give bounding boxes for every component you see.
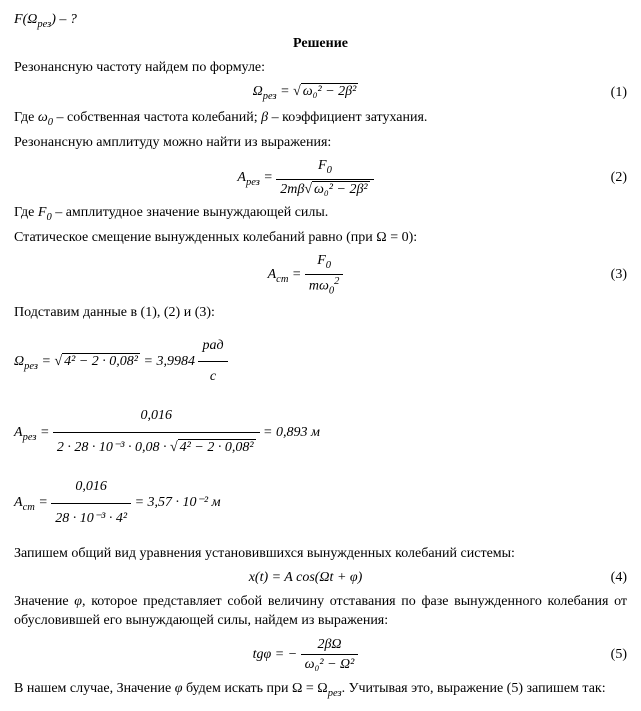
eq5-den: ω₀² − Ω² xyxy=(301,655,359,675)
f0-var: F0 xyxy=(38,205,52,220)
para9-mid: будем искать при Ω = Ω xyxy=(182,681,327,696)
calc1-unit-num: рад xyxy=(198,331,227,363)
phi-var: φ xyxy=(74,594,82,609)
calculations: Ωрез = 4² − 2 · 0,08² = 3,9984 рад с Aре… xyxy=(14,331,627,535)
para9-sub: рез xyxy=(328,688,342,699)
calc-a-res: Aрез = 0,016 2 · 28 · 10⁻³ · 0,08 · 4² −… xyxy=(14,401,627,464)
equation-2-body: Aрез = F0 2mβω₀² − 2β² xyxy=(14,156,597,199)
eq2-num: F0 xyxy=(276,156,373,179)
eq4-body-text: x(t) = A cos(Ωt + φ) xyxy=(249,570,363,585)
equation-2-label: (2) xyxy=(597,168,627,188)
para-our-case: В нашем случае, Значение φ будем искать … xyxy=(14,679,627,701)
calc2-den-pre: 2 · 28 · 10⁻³ · 0,08 · xyxy=(57,440,170,455)
para-static-intro: Статическое смещение вынужденных колебан… xyxy=(14,228,627,248)
calc2-unit: м xyxy=(311,425,320,440)
para-resonance-amp-intro: Резонансную амплитуду можно найти из выр… xyxy=(14,133,627,153)
phi-var-2: φ xyxy=(175,681,183,696)
eq2-den: 2mβω₀² − 2β² xyxy=(276,180,373,200)
equation-4-body: x(t) = A cos(Ωt + φ) xyxy=(14,568,597,588)
para8-end: , которое представляет собой величину от… xyxy=(14,594,627,629)
equation-5-body: tgφ = − 2βΩ ω₀² − Ω² xyxy=(14,635,597,675)
para9-end: . Учитывая это, выражение (5) запишем та… xyxy=(342,681,606,696)
para-where-f0: Где F0 – амплитудное значение вынуждающе… xyxy=(14,203,627,225)
para-resonance-freq-intro: Резонансную частоту найдем по формуле: xyxy=(14,58,627,78)
equation-1: Ωрез = ω₀² − 2β² (1) xyxy=(14,82,627,104)
equation-5-label: (5) xyxy=(597,645,627,665)
calc3-unit: м xyxy=(212,495,221,510)
section-title: Решение xyxy=(14,34,627,54)
equation-1-label: (1) xyxy=(597,83,627,103)
para2-end: – коэффициент затухания. xyxy=(268,110,427,125)
question-line: F(Ωрез) – ? xyxy=(14,10,627,32)
calc1-unit-den: с xyxy=(198,362,227,393)
calc3-den: 28 · 10⁻³ · 4² xyxy=(51,504,131,535)
equation-3: Aст = F0 mω02 (3) xyxy=(14,251,627,299)
calc-a-st: Aст = 0,016 28 · 10⁻³ · 4² = 3,57 · 10⁻²… xyxy=(14,472,627,535)
para4-pre: Где xyxy=(14,205,38,220)
eq2-sqrt: ω₀² − 2β² xyxy=(312,181,370,197)
equation-4: x(t) = A cos(Ωt + φ) (4) xyxy=(14,568,627,588)
eq3-den: mω02 xyxy=(305,275,344,299)
para-where-omega0: Где ω0 – собственная частота колебаний; … xyxy=(14,108,627,130)
equation-3-body: Aст = F0 mω02 xyxy=(14,251,597,299)
calc1-sqrt: 4² − 2 · 0,08² xyxy=(62,353,140,369)
para-phi-intro: Значение φ, которое представляет собой в… xyxy=(14,592,627,631)
omega0-var: ω0 xyxy=(38,110,53,125)
para-substitute: Подставим данные в (1), (2) и (3): xyxy=(14,303,627,323)
equation-1-body: Ωрез = ω₀² − 2β² xyxy=(14,82,597,104)
equation-2: Aрез = F0 2mβω₀² − 2β² (2) xyxy=(14,156,627,199)
calc-omega-res: Ωрез = 4² − 2 · 0,08² = 3,9984 рад с xyxy=(14,331,627,394)
para2-pre: Где xyxy=(14,110,38,125)
para2-mid: – собственная частота колебаний; xyxy=(53,110,261,125)
calc3-result: 3,57 · 10⁻² xyxy=(148,495,209,510)
eq5-num: 2βΩ xyxy=(301,635,359,656)
calc2-sqrt: 4² − 2 · 0,08² xyxy=(178,439,256,455)
calc3-num: 0,016 xyxy=(51,472,131,504)
equation-4-label: (4) xyxy=(597,568,627,588)
equation-5: tgφ = − 2βΩ ω₀² − Ω² (5) xyxy=(14,635,627,675)
equation-3-label: (3) xyxy=(597,265,627,285)
eq3-num: F0 xyxy=(305,251,344,274)
para8-pre: Значение xyxy=(14,594,74,609)
eq1-sqrt-body: ω₀² − 2β² xyxy=(301,83,359,99)
question-text: F(Ωрез) – ? xyxy=(14,12,77,27)
calc2-result: 0,893 xyxy=(276,425,308,440)
calc2-den: 2 · 28 · 10⁻³ · 0,08 · 4² − 2 · 0,08² xyxy=(53,433,260,464)
para4-end: – амплитудное значение вынуждающей силы. xyxy=(52,205,329,220)
para9-pre: В нашем случае, Значение xyxy=(14,681,175,696)
calc1-result: 3,9984 xyxy=(156,354,195,369)
calc2-num: 0,016 xyxy=(53,401,260,433)
para-general-eq-intro: Запишем общий вид уравнения установивших… xyxy=(14,544,627,564)
